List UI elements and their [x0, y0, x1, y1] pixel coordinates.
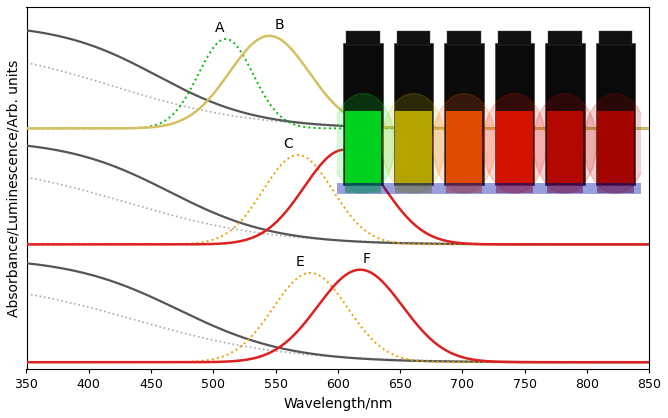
Ellipse shape: [584, 94, 647, 194]
FancyBboxPatch shape: [597, 111, 634, 184]
Text: B: B: [275, 18, 284, 32]
FancyBboxPatch shape: [347, 31, 380, 45]
FancyBboxPatch shape: [596, 43, 635, 185]
Ellipse shape: [382, 94, 446, 194]
Text: B: B: [409, 15, 418, 25]
FancyBboxPatch shape: [395, 111, 432, 184]
Ellipse shape: [533, 94, 597, 194]
Text: E: E: [296, 255, 305, 269]
FancyBboxPatch shape: [446, 184, 482, 193]
Text: A: A: [214, 21, 224, 36]
FancyBboxPatch shape: [345, 111, 381, 184]
FancyBboxPatch shape: [599, 31, 632, 45]
FancyBboxPatch shape: [495, 43, 534, 185]
FancyBboxPatch shape: [546, 184, 583, 193]
Text: D: D: [510, 15, 519, 25]
Ellipse shape: [483, 94, 546, 194]
Text: A: A: [359, 15, 367, 25]
FancyBboxPatch shape: [343, 43, 383, 185]
FancyBboxPatch shape: [444, 43, 484, 185]
FancyBboxPatch shape: [395, 184, 432, 193]
Text: F: F: [363, 252, 371, 266]
FancyBboxPatch shape: [545, 43, 584, 185]
FancyBboxPatch shape: [597, 184, 634, 193]
FancyBboxPatch shape: [498, 31, 531, 45]
FancyBboxPatch shape: [446, 111, 482, 184]
Text: C: C: [283, 138, 293, 151]
FancyBboxPatch shape: [496, 111, 533, 184]
Text: D: D: [345, 132, 355, 146]
FancyBboxPatch shape: [548, 31, 582, 45]
FancyBboxPatch shape: [394, 43, 434, 185]
FancyBboxPatch shape: [337, 184, 641, 194]
Y-axis label: Absorbance/Luminescence/Arb. units: Absorbance/Luminescence/Arb. units: [7, 60, 21, 317]
FancyBboxPatch shape: [546, 111, 583, 184]
Ellipse shape: [331, 94, 395, 194]
X-axis label: Wavelength/nm: Wavelength/nm: [283, 397, 393, 411]
FancyBboxPatch shape: [448, 31, 481, 45]
Text: E: E: [561, 15, 568, 25]
Ellipse shape: [432, 94, 496, 194]
FancyBboxPatch shape: [397, 31, 430, 45]
FancyBboxPatch shape: [345, 184, 381, 193]
FancyBboxPatch shape: [496, 184, 533, 193]
Text: F: F: [612, 15, 619, 25]
Text: C: C: [460, 15, 468, 25]
